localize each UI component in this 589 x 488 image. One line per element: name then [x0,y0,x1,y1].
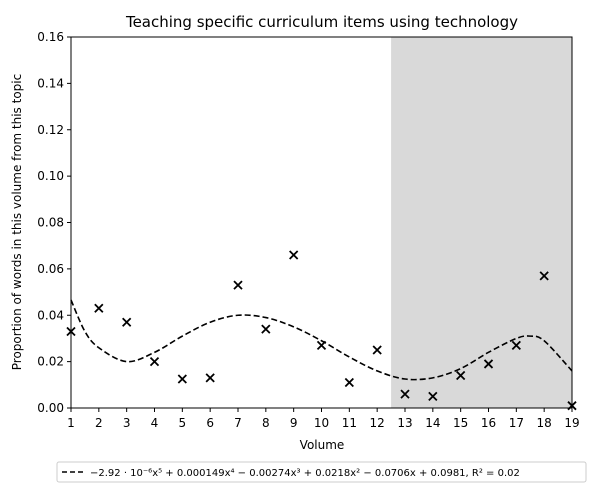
legend-label: −2.92 · 10⁻⁶x⁵ + 0.000149x⁴ − 0.00274x³ … [90,468,520,479]
x-tick-label: 17 [509,416,524,430]
x-tick-label: 1 [67,416,75,430]
x-axis-label: Volume [300,438,345,452]
data-point [456,370,466,381]
x-tick-label: 11 [342,416,357,430]
x-tick-label: 4 [151,416,159,430]
x-tick-label: 15 [453,416,468,430]
data-point [316,340,327,351]
data-point [122,317,132,327]
data-point [428,391,438,402]
legend-box [56,461,587,483]
x-tick-label: 8 [262,416,270,430]
x-tick-label: 19 [564,416,579,430]
x-tick-label: 5 [179,416,187,430]
x-tick-label: 16 [481,416,496,430]
data-point [539,271,549,281]
data-point [233,280,243,290]
y-tick-label: 0.00 [37,401,64,415]
x-tick-label: 13 [397,416,412,430]
y-tick-label: 0.02 [37,355,64,369]
data-point [344,377,354,388]
y-tick-label: 0.10 [37,169,64,183]
data-point [511,340,521,351]
x-tick-label: 2 [95,416,103,430]
data-point [94,303,104,313]
x-tick-label: 12 [370,416,385,430]
x-tick-label: 3 [123,416,131,430]
y-tick-label: 0.08 [37,216,64,230]
y-tick-label: 0.12 [37,123,64,137]
data-point [149,356,160,367]
data-point [177,374,187,384]
y-tick-label: 0.14 [37,76,64,90]
y-tick-label: 0.04 [37,308,64,322]
chart-title: Teaching specific curriculum items using… [125,13,518,31]
x-tick-label: 18 [537,416,552,430]
y-axis-label: Proportion of words in this volume from … [10,74,24,370]
shaded-region [391,37,572,408]
data-point [261,324,271,334]
data-point [400,389,410,399]
data-point [372,345,382,355]
x-tick-label: 7 [234,416,242,430]
y-tick-label: 0.16 [37,30,64,44]
data-point [289,250,299,260]
data-point [483,359,494,369]
x-tick-label: 9 [290,416,298,430]
x-tick-label: 10 [314,416,329,430]
y-tick-label: 0.06 [37,262,64,276]
fit-line [70,299,573,381]
x-tick-label: 14 [425,416,440,430]
x-tick-label: 6 [206,416,214,430]
data-point [205,373,215,383]
plot-frame [70,36,573,409]
